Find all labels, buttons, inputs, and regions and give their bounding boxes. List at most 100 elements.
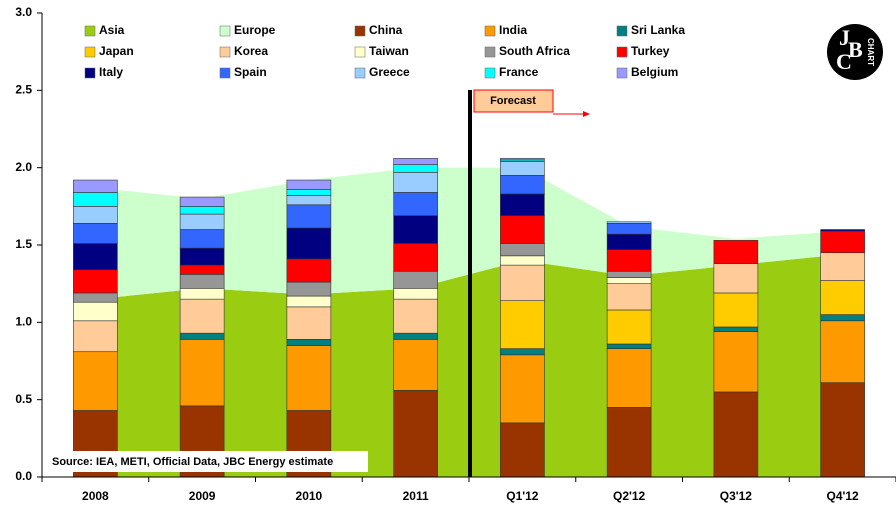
forecast-box <box>473 89 554 113</box>
bar-segment <box>500 354 545 424</box>
bar-segment <box>286 306 332 340</box>
bar-segment <box>606 270 652 278</box>
legend-label: France <box>499 65 539 79</box>
bar-segment <box>73 192 118 207</box>
bar-segment <box>73 301 118 322</box>
bar-segment <box>393 332 438 340</box>
bar-segment <box>606 249 652 272</box>
bar-segment <box>179 288 225 300</box>
logo-word: CHART <box>866 38 875 66</box>
y-tick-label: 0.0 <box>15 469 32 483</box>
legend-swatch <box>219 25 231 37</box>
logo <box>827 24 883 80</box>
legend-label: India <box>499 23 527 37</box>
bar-segment <box>500 348 545 356</box>
logo-letter: J <box>839 25 850 50</box>
bar-segment <box>606 348 652 408</box>
legend-label: Greece <box>369 65 410 79</box>
legend-swatch <box>616 46 628 58</box>
bar-segment <box>500 255 545 266</box>
bar-segment <box>286 339 332 346</box>
bar-segment <box>286 281 332 297</box>
bar-segment <box>73 351 118 411</box>
bar-segment <box>179 339 225 407</box>
bar-segment <box>393 270 438 289</box>
bar-segment <box>606 309 652 345</box>
bar-segment <box>393 288 438 300</box>
legend-swatch <box>616 67 628 79</box>
bar-segment <box>393 339 438 391</box>
bar-segment <box>179 213 225 230</box>
bar-segment <box>393 172 438 193</box>
forecast-arrowhead <box>583 111 590 117</box>
bar-segment <box>179 247 225 266</box>
bar-segment <box>393 390 438 478</box>
bar-segment <box>286 258 332 283</box>
bar-segment <box>606 221 652 224</box>
bar-segment <box>606 343 652 349</box>
legend-label: Europe <box>234 23 276 37</box>
bar-segment <box>820 320 865 383</box>
forecast-label: Forecast <box>490 95 536 107</box>
x-tick-label: Q2'12 <box>613 489 646 503</box>
bar-segment <box>500 175 545 195</box>
bar-segment <box>393 298 438 334</box>
y-tick-label: 3.0 <box>15 5 32 19</box>
bar-segment <box>606 223 652 235</box>
bar-segment <box>179 298 225 334</box>
source-box <box>48 451 368 472</box>
bar-segment <box>500 215 545 244</box>
bar-segment <box>393 158 438 165</box>
legend-swatch <box>219 67 231 79</box>
legend-label: Asia <box>99 23 125 37</box>
legend-label: South Africa <box>499 44 570 58</box>
bar-segment <box>179 264 225 275</box>
bar-segment <box>820 314 865 322</box>
bar-segment <box>500 264 545 301</box>
y-tick-label: 2.5 <box>15 83 32 97</box>
legend-swatch <box>354 46 366 58</box>
bar-segment <box>820 280 865 315</box>
bar-segment <box>713 263 759 294</box>
legend-swatch <box>484 25 496 37</box>
bar-segment <box>500 193 545 216</box>
source-label: Source: IEA, METI, Official Data, JBC En… <box>52 456 333 468</box>
bar-segment <box>286 179 332 190</box>
bar-segment <box>179 274 225 289</box>
legend-label: Turkey <box>631 44 670 58</box>
bar-segment <box>820 229 865 232</box>
legend-label: Japan <box>99 44 134 58</box>
bar-segment <box>500 422 545 478</box>
bar-segment <box>393 215 438 244</box>
bar-segment <box>179 332 225 340</box>
legend-label: Spain <box>234 65 267 79</box>
x-tick-label: 2008 <box>82 489 109 503</box>
legend-swatch <box>84 46 96 58</box>
bar-segment <box>286 189 332 196</box>
bar-segment <box>73 206 118 224</box>
legend-swatch <box>354 67 366 79</box>
bar-segment <box>286 195 332 206</box>
bar-segment <box>500 300 545 349</box>
bar-segment <box>393 164 438 173</box>
bar-segment <box>179 196 225 207</box>
legend-swatch <box>484 46 496 58</box>
legend-label: Italy <box>99 65 123 79</box>
bar-segment <box>393 192 438 216</box>
bar-segment <box>606 283 652 311</box>
legend-swatch <box>219 46 231 58</box>
bar-segment <box>73 269 118 294</box>
bar-segment <box>713 331 759 393</box>
bar-segment <box>73 179 118 193</box>
bar-segment <box>606 277 652 284</box>
legend-swatch <box>84 67 96 79</box>
bar-segment <box>500 161 545 176</box>
legend-swatch <box>484 67 496 79</box>
y-tick-label: 1.0 <box>15 315 32 329</box>
logo-letter: B <box>848 37 863 62</box>
y-tick-label: 1.5 <box>15 237 32 251</box>
bar-segment <box>713 391 759 478</box>
x-tick-label: Q4'12 <box>827 489 860 503</box>
bar-segment <box>713 326 759 332</box>
